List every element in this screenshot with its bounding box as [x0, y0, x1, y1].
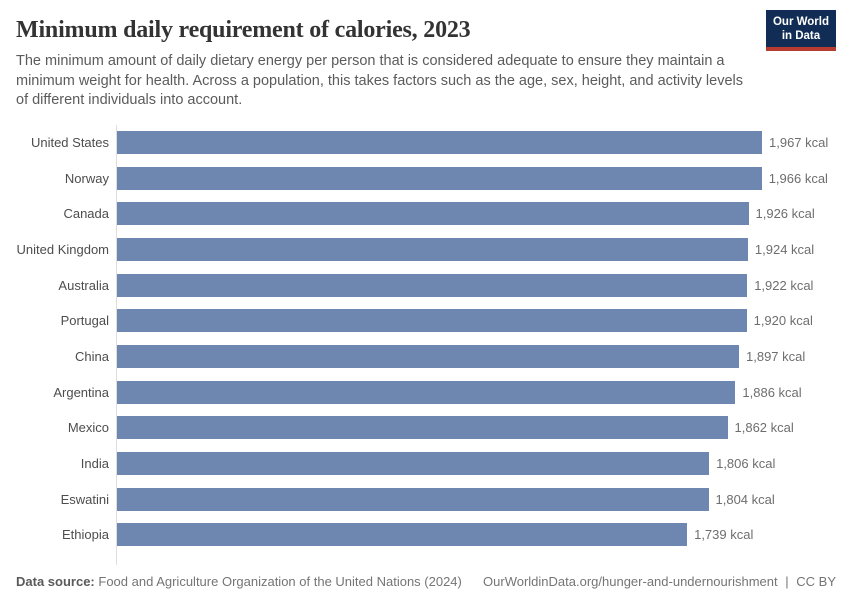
- y-axis-line: [116, 124, 117, 565]
- bar[interactable]: [116, 452, 710, 476]
- bar-row: United Kingdom 1,924 kcal: [16, 232, 834, 268]
- owid-logo-line2: in Data: [781, 30, 821, 42]
- value-label: 1,886 kcal: [742, 384, 802, 400]
- bar[interactable]: [116, 523, 688, 547]
- page-title: Minimum daily requirement of calories, 2…: [16, 17, 471, 43]
- bar-row: Ethiopia 1,739 kcal: [16, 517, 834, 553]
- value-label: 1,920 kcal: [753, 313, 813, 329]
- bar-row: Australia 1,922 kcal: [16, 267, 834, 303]
- footer-links: OurWorldinData.org/hunger-and-undernouri…: [483, 574, 836, 589]
- bar-row: India 1,806 kcal: [16, 446, 834, 482]
- bar[interactable]: [116, 416, 728, 440]
- bar[interactable]: [116, 380, 736, 404]
- bar-row: Portugal 1,920 kcal: [16, 303, 834, 339]
- bar[interactable]: [116, 202, 749, 226]
- owid-logo-line1: Our World: [772, 16, 829, 28]
- bar[interactable]: [116, 344, 739, 368]
- chart-footer: Data source: Food and Agriculture Organi…: [16, 574, 836, 589]
- country-label: Norway: [64, 170, 109, 186]
- country-label: United Kingdom: [16, 241, 110, 257]
- bar-row: Canada 1,926 kcal: [16, 196, 834, 232]
- bar-row: China 1,897 kcal: [16, 339, 834, 375]
- data-source-label: Data source:: [16, 574, 95, 589]
- bar[interactable]: [116, 309, 747, 333]
- bar-row: United States 1,967 kcal: [16, 125, 834, 161]
- bar-rows: United States 1,967 kcal Norway 1,966 kcal C…: [16, 125, 834, 553]
- value-label: 1,967 kcal: [769, 134, 829, 150]
- value-label: 1,926 kcal: [755, 206, 815, 222]
- data-source: Data source: Food and Agriculture Organi…: [16, 574, 462, 589]
- bar[interactable]: [116, 130, 762, 154]
- value-label: 1,739 kcal: [694, 527, 754, 543]
- country-label: China: [75, 348, 109, 364]
- country-label: Australia: [58, 277, 109, 293]
- value-label: 1,922 kcal: [754, 277, 814, 293]
- country-label: Eswatini: [60, 491, 109, 507]
- country-label: Mexico: [67, 420, 109, 436]
- owid-logo: Our World in Data: [765, 10, 836, 51]
- data-source-text: Food and Agriculture Organization of the…: [98, 574, 462, 589]
- country-label: Ethiopia: [62, 527, 109, 543]
- value-label: 1,806 kcal: [716, 456, 776, 472]
- country-label: Portugal: [60, 313, 109, 329]
- bar[interactable]: [116, 487, 709, 511]
- bar-row: Argentina 1,886 kcal: [16, 374, 834, 410]
- country-label: Canada: [63, 206, 109, 222]
- value-label: 1,804 kcal: [715, 491, 775, 507]
- value-label: 1,862 kcal: [734, 420, 794, 436]
- bar-row: Norway 1,966 kcal: [16, 160, 834, 196]
- value-label: 1,966 kcal: [768, 170, 828, 186]
- bar-row: Eswatini 1,804 kcal: [16, 481, 834, 517]
- bar[interactable]: [116, 166, 762, 190]
- value-label: 1,924 kcal: [754, 241, 815, 257]
- value-label: 1,897 kcal: [746, 348, 806, 364]
- license-link[interactable]: CC BY: [796, 574, 836, 589]
- footer-divider: |: [785, 574, 789, 589]
- owid-url-link[interactable]: OurWorldinData.org/hunger-and-undernouri…: [483, 574, 778, 589]
- chart-header: Minimum daily requirement of calories, 2…: [0, 0, 850, 111]
- bar[interactable]: [116, 237, 748, 261]
- country-label: United States: [30, 134, 109, 150]
- country-label: Argentina: [53, 384, 109, 400]
- bar[interactable]: [116, 273, 748, 297]
- chart-subtitle: The minimum amount of daily dietary ener…: [16, 53, 743, 108]
- country-label: India: [80, 456, 109, 472]
- bar-chart: United States 1,967 kcal Norway 1,966 kcal C…: [16, 124, 834, 565]
- bar-row: Mexico 1,862 kcal: [16, 410, 834, 446]
